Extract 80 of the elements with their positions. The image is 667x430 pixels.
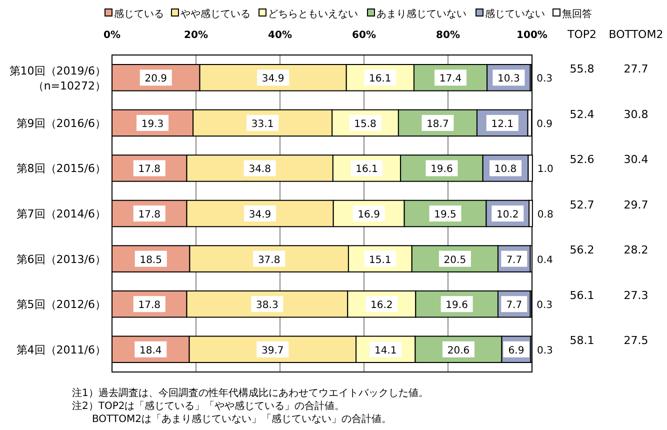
text: 52.6 [570, 153, 594, 166]
data-label: 10.3 [498, 74, 520, 85]
x-tick-label: 100% [516, 30, 548, 41]
data-label: 37.8 [258, 254, 280, 266]
data-label: 15.1 [369, 254, 392, 266]
data-label: 18.7 [426, 118, 449, 130]
data-label: 12.1 [491, 118, 514, 130]
y-tick-label: 第8回（2015/6） [16, 162, 106, 176]
data-label: 0.8 [537, 210, 554, 220]
data-label: 1.0 [537, 164, 554, 176]
data-label: 14.1 [374, 345, 397, 356]
data-label: 18.4 [140, 345, 162, 356]
data-label: 17.8 [138, 300, 161, 312]
data-label: 7.7 [506, 254, 522, 266]
data-label: 16.1 [356, 164, 378, 176]
y-tick-label: 第6回（2013/6） [16, 252, 106, 266]
x-tick-label: 0% [104, 30, 120, 41]
data-label: 0.3 [536, 300, 552, 312]
y-tick-label: 第4回（2011/6） [16, 343, 106, 356]
text: 52.7 [570, 198, 594, 212]
data-label: 18.5 [140, 254, 162, 266]
x-tick-label: 60% [352, 30, 376, 41]
text: 27.5 [624, 334, 648, 348]
y-tick-label: 第5回（2012/6） [16, 298, 106, 312]
data-label: 0.3 [537, 345, 553, 356]
data-label: 34.9 [248, 210, 272, 220]
data-label: 16.1 [369, 74, 392, 85]
text: 56.1 [570, 288, 594, 302]
data-label: 20.6 [447, 345, 470, 356]
text: TOP2 [566, 28, 597, 41]
data-label: 20.9 [144, 74, 168, 85]
data-label: 38.3 [256, 300, 278, 312]
data-label: 6.9 [508, 345, 524, 356]
y-tick-label: 第9回（2016/6） [16, 116, 106, 130]
text: 27.7 [624, 62, 648, 76]
data-label: 7.7 [506, 300, 522, 312]
data-label: 20.5 [444, 254, 466, 266]
data-label: 0.3 [536, 74, 552, 85]
text: 52.4 [570, 108, 594, 121]
text: 56.2 [570, 244, 594, 257]
data-label: 19.6 [446, 300, 468, 312]
x-tick-label: 20% [184, 30, 208, 41]
data-label: 19.5 [434, 210, 456, 220]
data-label: 0.4 [537, 254, 553, 266]
data-label: 16.9 [358, 210, 380, 220]
data-label: 39.7 [262, 345, 284, 356]
data-label: 17.8 [138, 164, 161, 176]
x-tick-label: 80% [436, 30, 460, 41]
text: BOTTOM2は「あまり感じていない」「感じていない」の合計値。 [72, 413, 392, 425]
data-label: 10.8 [494, 164, 517, 176]
legend-label: あまり感じていない [376, 8, 466, 20]
data-label: 0.9 [536, 118, 552, 130]
data-label: 15.8 [354, 118, 376, 130]
legend-label: 感じていない [485, 8, 545, 20]
y-tick-label: 第10回（2019/6）（n=10272） [9, 64, 106, 93]
legend-label: やや感じている [180, 8, 250, 20]
data-label: 19.3 [141, 118, 164, 130]
legend-label: 無回答 [562, 8, 592, 20]
data-label: 19.6 [430, 164, 453, 176]
text: 注2）TOP2は「感じている」「やや感じている」の合計値。 [72, 400, 345, 412]
legend-label: どちらともいえない [268, 9, 358, 20]
text: 55.8 [570, 62, 594, 76]
text: 30.4 [624, 153, 648, 166]
data-label: 34.8 [248, 164, 271, 176]
text: 28.2 [624, 244, 648, 257]
data-label: 34.9 [262, 74, 284, 85]
data-label: 17.4 [439, 74, 462, 85]
data-label: 17.8 [138, 210, 161, 220]
text: BOTTOM2 [608, 28, 664, 41]
y-tick-label: 第7回（2014/6） [16, 208, 106, 220]
text: 29.7 [624, 198, 648, 212]
text: 注1）過去調査は、今回調査の性年代構成比にあわせてウエイトバックした値。 [72, 387, 428, 399]
text: 27.3 [624, 288, 648, 302]
text: 58.1 [570, 334, 594, 348]
text: 30.8 [624, 108, 648, 121]
data-label: 33.1 [251, 118, 274, 130]
legend-label: 感じている [114, 8, 164, 20]
x-tick-label: 40% [268, 30, 292, 41]
data-label: 10.2 [496, 210, 519, 220]
data-label: 16.2 [370, 300, 393, 312]
